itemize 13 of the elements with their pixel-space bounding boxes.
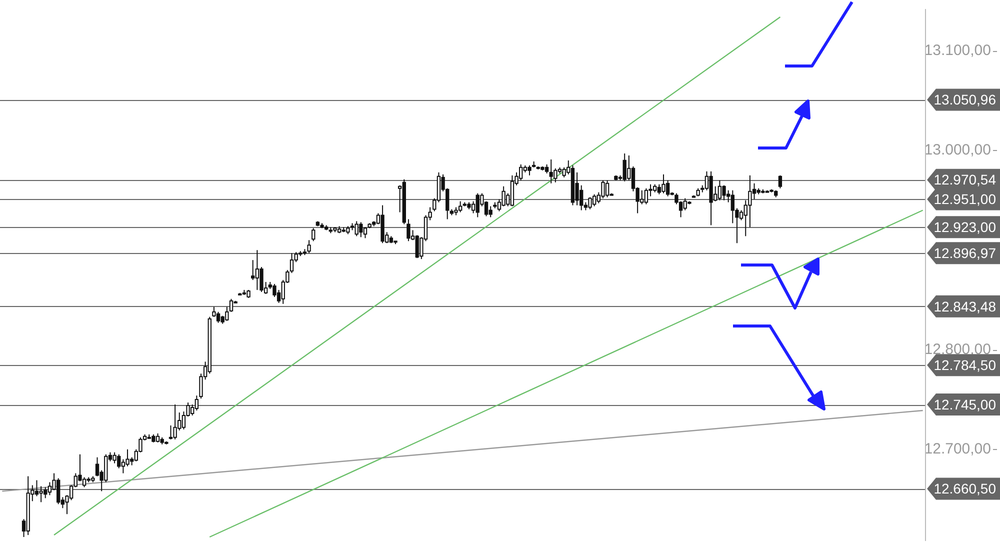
ref-line-label: 12.745,00 xyxy=(934,396,996,412)
y-tick-label: 13.000,00 xyxy=(924,142,991,159)
ref-line-label: 12.923,00 xyxy=(934,219,996,236)
ref-line-label: 12.951,00 xyxy=(934,191,996,208)
ref-line-label: 12.784,50 xyxy=(934,357,996,374)
y-tick-label: 13.100,00 xyxy=(924,42,991,59)
y-tick-label: 12.700,00 xyxy=(924,440,991,458)
ref-line-label: 12.843,48 xyxy=(934,298,996,314)
ref-line-label: 12.660,50 xyxy=(934,480,996,497)
ref-line-label: 12.970,54 xyxy=(934,172,996,188)
y-tick-label: 12.800,00 xyxy=(924,340,991,358)
ref-line-label: 12.896,97 xyxy=(934,244,996,261)
ref-line-label: 13.050,96 xyxy=(934,92,996,108)
